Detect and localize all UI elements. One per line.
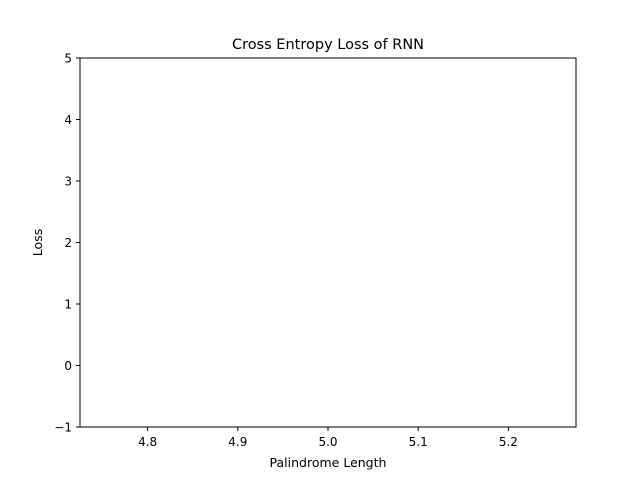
x-tick-label: 4.8 xyxy=(138,435,157,449)
y-tick-label: 0 xyxy=(64,359,72,373)
y-tick-label: 4 xyxy=(64,113,72,127)
y-tick-label: 3 xyxy=(64,175,72,189)
y-tick-label: 1 xyxy=(64,298,72,312)
x-tick-label: 5.1 xyxy=(409,435,428,449)
plot-frame xyxy=(79,57,577,428)
x-tick-label: 5.2 xyxy=(499,435,518,449)
y-tick-label: 5 xyxy=(64,52,72,66)
y-tick-label: −1 xyxy=(54,421,72,435)
x-tick-label: 4.9 xyxy=(228,435,247,449)
x-axis-ticks: 4.8 4.9 5.0 5.1 5.2 xyxy=(138,427,518,449)
plot-area-background xyxy=(80,58,576,427)
y-tick-label: 2 xyxy=(64,236,72,250)
y-axis-label: Loss xyxy=(30,229,45,256)
x-tick-label: 5.0 xyxy=(318,435,337,449)
chart-title: Cross Entropy Loss of RNN xyxy=(232,37,424,53)
x-axis-label: Palindrome Length xyxy=(270,455,387,470)
y-axis-ticks: −1 0 1 2 3 4 5 xyxy=(54,52,80,435)
